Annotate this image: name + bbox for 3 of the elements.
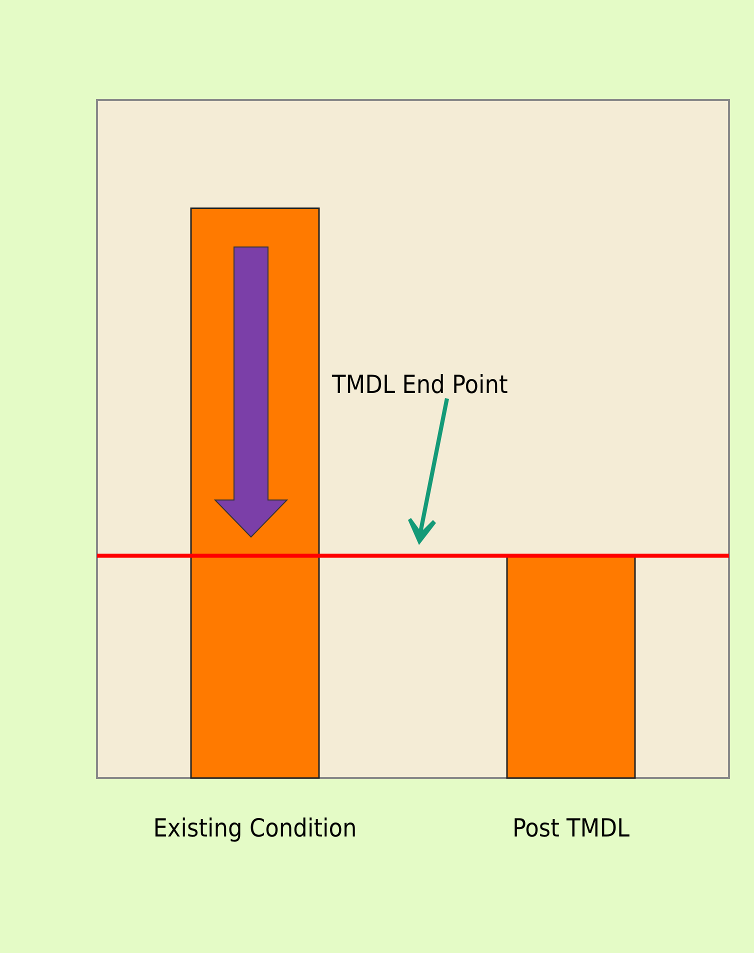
x-tick-label: Existing Condition — [153, 814, 357, 842]
annotation: TMDL End Point — [331, 370, 508, 399]
x-tick-label: Post TMDL — [512, 814, 630, 842]
